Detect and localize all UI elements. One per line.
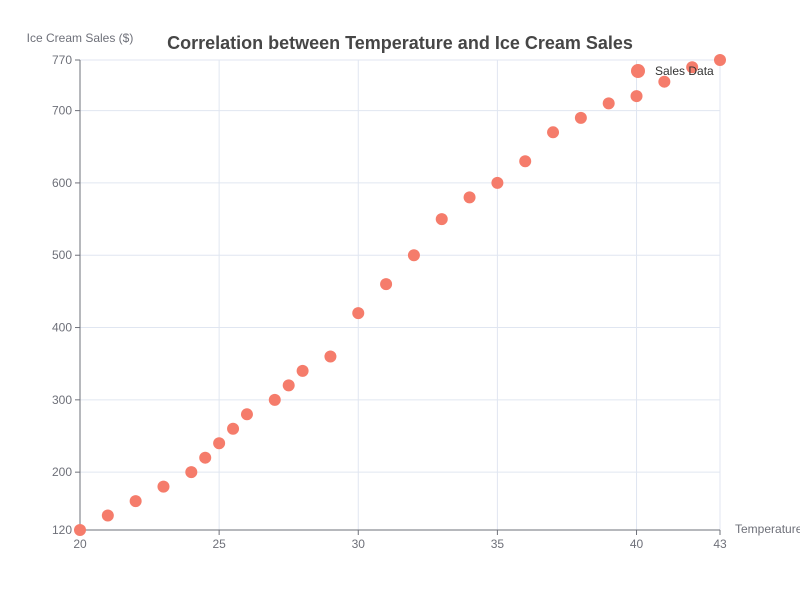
data-point[interactable]: [407, 249, 420, 262]
legend-marker-icon[interactable]: [631, 64, 645, 78]
data-point[interactable]: [101, 509, 114, 522]
y-tick-label: 770: [52, 53, 72, 67]
data-point[interactable]: [574, 111, 587, 124]
data-point[interactable]: [227, 422, 240, 435]
legend-label-sales-data[interactable]: Sales Data: [655, 64, 714, 78]
x-tick-label: 30: [352, 537, 366, 551]
y-tick-label: 200: [52, 465, 72, 479]
data-point[interactable]: [296, 364, 309, 377]
y-tick-label: 120: [52, 523, 72, 537]
data-point[interactable]: [199, 451, 212, 464]
data-point[interactable]: [547, 126, 560, 139]
data-point[interactable]: [352, 307, 365, 320]
data-point[interactable]: [519, 155, 532, 168]
data-points: [74, 54, 726, 536]
data-point[interactable]: [240, 408, 253, 421]
legend[interactable]: Sales Data: [631, 64, 714, 78]
data-point[interactable]: [74, 524, 86, 536]
y-tick-label: 300: [52, 393, 72, 407]
x-tick-label: 40: [630, 537, 644, 551]
x-tick-label: 25: [212, 537, 226, 551]
data-point[interactable]: [602, 97, 615, 110]
data-point[interactable]: [324, 350, 337, 363]
data-point[interactable]: [686, 61, 699, 74]
grid: [80, 59, 721, 530]
data-point[interactable]: [491, 176, 504, 189]
data-point[interactable]: [157, 480, 170, 493]
data-point[interactable]: [630, 90, 643, 103]
data-point[interactable]: [282, 379, 295, 392]
data-point[interactable]: [213, 437, 226, 450]
axes: 120 200 300 400 500 600 700 770 20 25 30 35 40 43: [52, 53, 727, 551]
data-point[interactable]: [658, 75, 671, 88]
data-point[interactable]: [380, 278, 393, 291]
data-point[interactable]: [714, 54, 726, 66]
data-point[interactable]: [435, 213, 448, 226]
data-point[interactable]: [129, 495, 142, 508]
data-point[interactable]: [463, 191, 476, 204]
x-tick-label: 35: [491, 537, 505, 551]
y-tick-label: 400: [52, 321, 72, 335]
chart-title: Correlation between Temperature and Ice …: [167, 33, 633, 53]
y-tick-label: 500: [52, 248, 72, 262]
y-axis-label: Ice Cream Sales ($): [27, 31, 134, 45]
y-tick-label: 700: [52, 104, 72, 118]
x-tick-label: 20: [73, 537, 87, 551]
x-tick-label: 43: [713, 537, 727, 551]
x-axis-label: Temperature: [735, 522, 800, 536]
data-point[interactable]: [185, 466, 198, 479]
data-point[interactable]: [268, 393, 281, 406]
y-tick-label: 600: [52, 176, 72, 190]
